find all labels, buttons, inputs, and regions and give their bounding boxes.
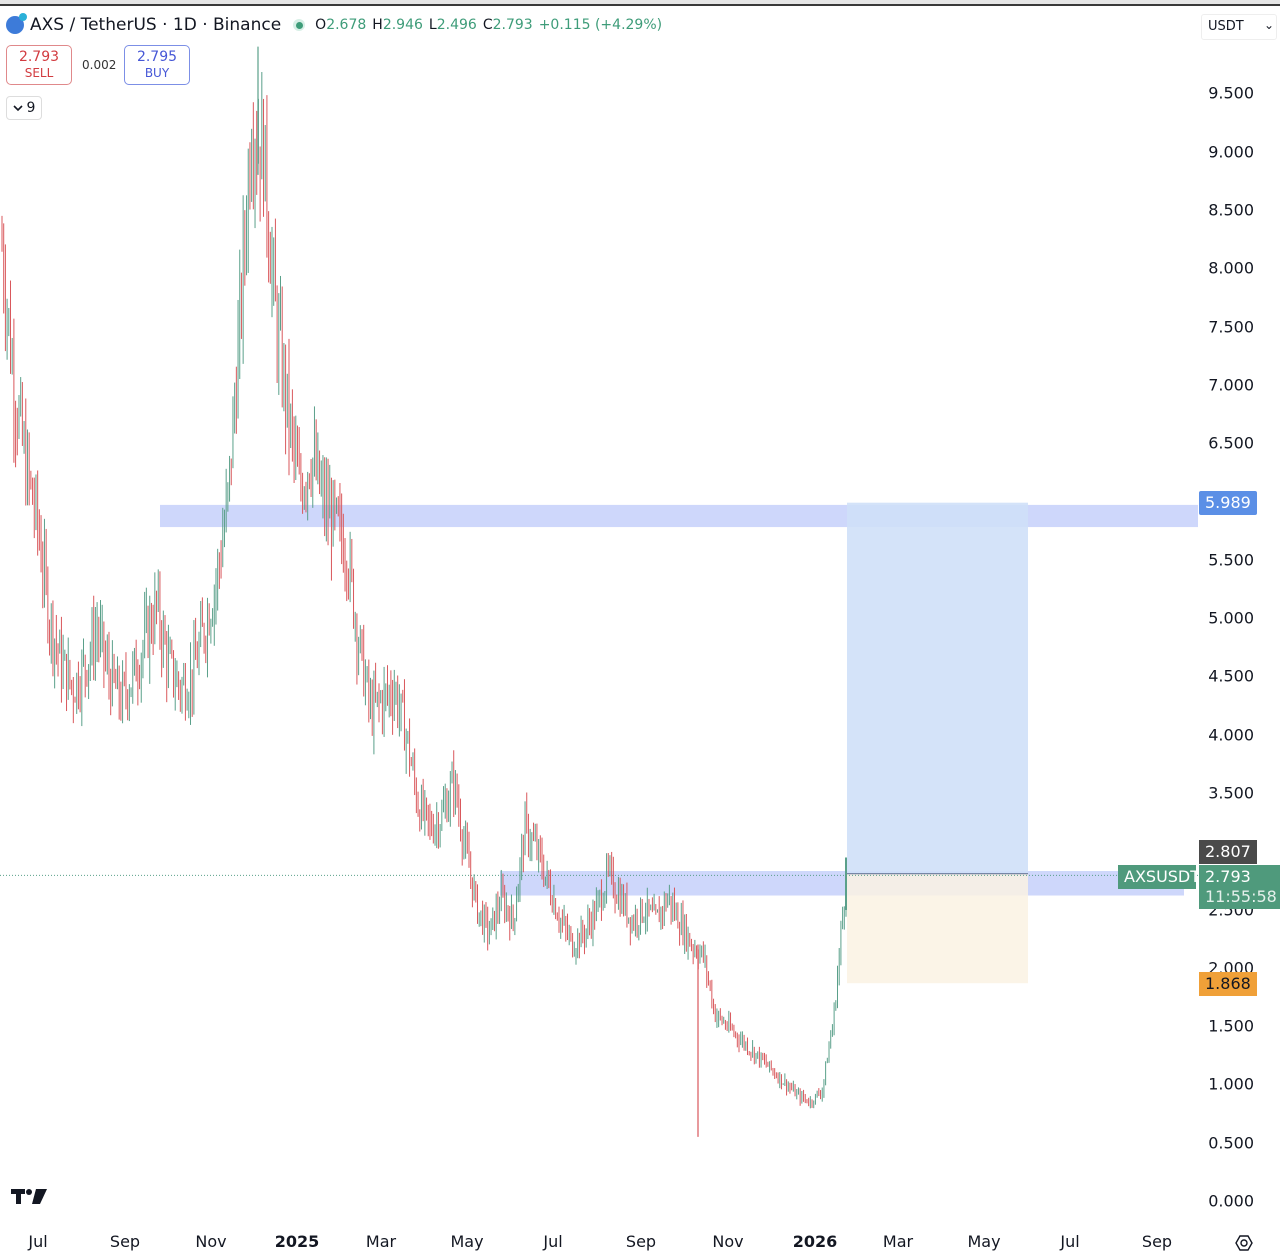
symbol-title[interactable]: AXS / TetherUS · 1D · Binance [30,15,282,35]
time-scale-label: Jul [543,1232,563,1251]
ohlc-high: H2.946 [372,17,423,33]
bar-countdown: 11:55:58 [1205,887,1277,906]
sell-price: 2.793 [18,49,60,65]
buy-price: 2.795 [136,49,178,65]
indicators-toggle-button[interactable]: 9 [6,96,42,120]
time-scale-label: 2026 [792,1232,838,1251]
sell-label: SELL [24,66,54,80]
settings-gear-icon[interactable] [1235,1234,1253,1252]
last-price: 2.793 [1205,867,1251,886]
target-price-tag: 5.989 [1199,491,1257,515]
price-scale-label: 9.500 [1208,83,1254,103]
time-scale-label: May [450,1232,484,1251]
indicators-count: 9 [26,100,36,116]
time-scale-label: Jul [28,1232,48,1251]
time-scale-label: Mar [882,1232,914,1251]
price-scale-label: 1.500 [1208,1016,1254,1036]
time-scale-label: May [967,1232,1001,1251]
price-scale-label: 8.000 [1208,258,1254,278]
stop-price-tag: 1.868 [1199,972,1257,996]
time-scale-label: Sep [1141,1232,1173,1251]
buy-button[interactable]: 2.795 BUY [124,45,190,85]
price-scale-label: 5.000 [1208,608,1254,628]
buy-label: BUY [144,66,170,80]
time-scale-label: Sep [625,1232,657,1251]
price-scale-label: 0.500 [1208,1133,1254,1153]
price-scale-label: 4.000 [1208,725,1254,745]
high-price-tag: 2.807 [1199,840,1257,864]
symbol-price-tag: AXSUSDT [1118,865,1200,889]
time-scale-label: Nov [712,1232,744,1251]
price-scale-label: 0.000 [1208,1191,1254,1211]
axs-coin-icon [6,13,27,34]
chevron-down-icon: ⌄ [1263,18,1274,32]
spread-value: 0.002 [82,58,117,72]
price-scale-label: 4.500 [1208,666,1254,686]
chevron-down-icon [12,105,23,112]
time-scale-label: Jul [1060,1232,1080,1251]
ohlc-low: L2.496 [428,17,477,33]
time-scale-label: 2025 [274,1232,320,1251]
currency-value: USDT [1208,19,1244,34]
ohlc-close: C2.793 [482,17,533,33]
last-price-tag: 2.793 11:55:58 [1199,865,1280,909]
price-scale-label: 7.000 [1208,375,1254,395]
ohlc-open: O2.678 [315,17,367,33]
price-scale-label: 1.000 [1208,1074,1254,1094]
position-loss-area[interactable] [847,873,1028,984]
time-scale-label: Sep [109,1232,141,1251]
resistance-zone[interactable] [160,504,1198,528]
time-scale-label: Mar [365,1232,397,1251]
tradingview-logo-icon[interactable] [10,1188,50,1206]
price-scale-label: 5.500 [1208,550,1254,570]
market-open-dot-icon [293,19,306,31]
time-scale-label: Nov [195,1232,227,1251]
symbol-header: AXS / TetherUS · 1D · Binance O2.678 H2.… [6,13,668,36]
price-scale-label: 7.500 [1208,317,1254,336]
support-zone[interactable] [500,871,1184,896]
price-scale-label: 6.500 [1208,433,1254,453]
window-top-border [0,0,1280,6]
price-scale-label: 8.500 [1208,200,1254,220]
sell-button[interactable]: 2.793 SELL [6,45,72,85]
price-scale-label: 9.000 [1208,142,1254,162]
position-profit-area[interactable] [847,502,1028,874]
ohlc-change: +0.115 (+4.29%) [538,17,663,33]
price-scale-label: 3.500 [1208,783,1254,803]
currency-select[interactable]: USDT ⌄ [1201,14,1277,40]
